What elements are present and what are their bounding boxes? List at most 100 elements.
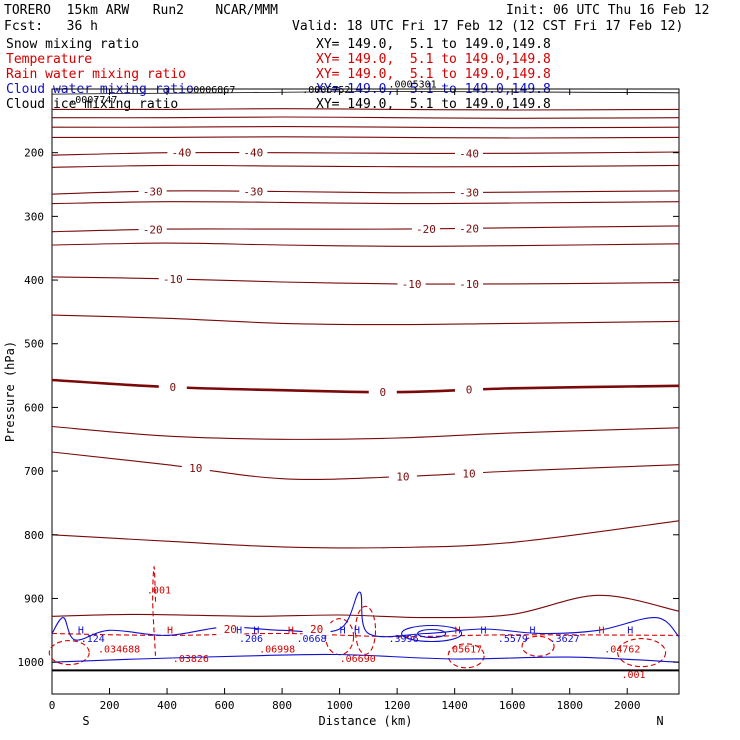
isotherm-label: -20 bbox=[459, 222, 479, 235]
isotherm-label-bg bbox=[158, 381, 187, 394]
isotherm-label: -20 bbox=[416, 223, 436, 236]
isotherm-label: 0 bbox=[466, 384, 473, 397]
header-model: TORERO 15km ARW Run2 NCAR/MMM bbox=[4, 3, 278, 18]
isotherm-label: -30 bbox=[459, 186, 479, 199]
isotherm-15 bbox=[51, 520, 680, 549]
isotherm-label: 10 bbox=[462, 467, 475, 480]
plot-frame bbox=[51, 88, 680, 695]
x-tick-label: 0 bbox=[49, 699, 56, 712]
max-marker: H bbox=[340, 626, 346, 637]
cloud-ice-label: .0006752 bbox=[302, 85, 350, 96]
isotherm-label: -40 bbox=[459, 147, 479, 160]
cloud-water-max: .3627 bbox=[550, 634, 580, 645]
legend-xy-rain: XY= 149.0, 5.1 to 149.0,149.8 bbox=[316, 67, 551, 82]
isotherm-20-surface bbox=[51, 594, 680, 619]
isotherm-label-bg bbox=[411, 222, 440, 235]
isotherm-label: -40 bbox=[243, 147, 263, 160]
y-tick-label: 300 bbox=[24, 210, 44, 223]
isotherm--15 bbox=[51, 242, 680, 247]
max-marker: H bbox=[529, 626, 535, 637]
isotherm-label: -20 bbox=[143, 223, 163, 236]
x-tick-label: 1600 bbox=[499, 699, 526, 712]
cloud-ice-contours: .0007747 .0006867 .0006752 .0005301 bbox=[51, 80, 680, 106]
cloud-ice-label: .0007747 bbox=[69, 95, 117, 106]
isotherm--35 bbox=[51, 164, 680, 168]
legend-label-cloud-ice: Cloud ice mixing ratio bbox=[6, 97, 179, 112]
max-marker: H bbox=[78, 626, 84, 637]
rain-blob bbox=[48, 640, 90, 666]
x-tick-label: 600 bbox=[215, 699, 235, 712]
x-tick-label: 1000 bbox=[326, 699, 353, 712]
max-marker: H bbox=[481, 626, 487, 637]
y-tick-label: 700 bbox=[24, 465, 44, 478]
cloud-water-max: .3996 bbox=[389, 634, 419, 645]
rain-water-max: .03826 bbox=[173, 654, 209, 665]
legend-xy-temperature: XY= 149.0, 5.1 to 149.0,149.8 bbox=[316, 52, 551, 67]
plot-border bbox=[51, 88, 680, 695]
isotherm-label-bg bbox=[455, 147, 484, 160]
isotherm-label: 0 bbox=[169, 381, 176, 394]
max-marker: H bbox=[627, 626, 633, 637]
isotherm--40 bbox=[51, 151, 680, 156]
isotherm-10 bbox=[51, 451, 680, 481]
legend-xy-snow: XY= 149.0, 5.1 to 149.0,149.8 bbox=[316, 37, 551, 52]
isotherm-label-bg bbox=[455, 277, 484, 290]
isotherm-label-bg bbox=[167, 146, 196, 159]
isotherm-label: -40 bbox=[171, 147, 191, 160]
isotherm-label-bg bbox=[181, 462, 210, 475]
x-tick-label: 2000 bbox=[614, 699, 641, 712]
isotherm--25 bbox=[51, 201, 680, 205]
isotherm-label-bg bbox=[239, 185, 268, 198]
x-tick-label: 1800 bbox=[556, 699, 583, 712]
isotherm-lines bbox=[51, 108, 680, 619]
y-axis-title: Pressure (hPa) bbox=[3, 341, 17, 442]
isotherm-label-bg bbox=[397, 277, 426, 290]
isotherm--60 bbox=[51, 108, 680, 111]
legend-label-snow: Snow mixing ratio bbox=[6, 37, 140, 52]
isotherm-label-bg bbox=[455, 467, 484, 480]
rain-blob bbox=[617, 638, 667, 668]
isotherm-label: -30 bbox=[143, 185, 163, 198]
max-marker: H bbox=[354, 626, 360, 637]
cloud-water-max: .0668 bbox=[296, 634, 326, 645]
x-axis-title: Distance (km) bbox=[319, 714, 413, 728]
isotherm--50 bbox=[51, 126, 680, 129]
header-valid: Valid: 18 UTC Fri 17 Feb 12 (12 CST Fri … bbox=[292, 19, 684, 34]
isotherm-label-bg bbox=[368, 385, 397, 398]
max-marker: H bbox=[253, 626, 259, 637]
max-marker: H bbox=[288, 626, 294, 637]
max-marker: H bbox=[455, 626, 461, 637]
max-marker: H bbox=[167, 626, 173, 637]
rain-contours bbox=[48, 566, 680, 669]
rain-water-max: .06998 bbox=[259, 645, 295, 656]
rain-water-max: .05617 bbox=[446, 645, 482, 656]
isotherm-label-bg bbox=[455, 383, 484, 396]
y-tick-label: 600 bbox=[24, 401, 44, 414]
isotherm-label: 10 bbox=[396, 471, 409, 484]
x-tick-label: 400 bbox=[157, 699, 177, 712]
cloud-water-contours bbox=[51, 591, 680, 663]
isotherm-label: -10 bbox=[402, 278, 422, 291]
isotherm-0 bbox=[51, 378, 680, 394]
legend-label-rain: Rain water mixing ratio bbox=[6, 67, 187, 82]
isotherm-label-bg bbox=[239, 146, 268, 159]
isotherm-label-bg bbox=[455, 222, 484, 235]
isotherm--45 bbox=[51, 136, 680, 139]
isotherm-label-bg bbox=[138, 185, 167, 198]
y-tick-label: 400 bbox=[24, 274, 44, 287]
cloud-water-base bbox=[51, 653, 680, 663]
cloud-water-core bbox=[401, 624, 463, 643]
isotherm-label-bg bbox=[138, 223, 167, 236]
y-tick-label: 500 bbox=[24, 338, 44, 351]
max-marker: H bbox=[236, 626, 242, 637]
isotherm-label-bg bbox=[455, 186, 484, 199]
cloud-water-max: .124 bbox=[81, 634, 105, 645]
isotherm--5 bbox=[51, 314, 680, 326]
header-forecast: Fcst: 36 h bbox=[4, 19, 98, 34]
rain-water-max: .06690 bbox=[340, 654, 376, 665]
rain-blob bbox=[447, 643, 485, 669]
isotherm-label: 0 bbox=[379, 386, 386, 399]
x-end-label-left: S bbox=[82, 714, 89, 728]
x-tick-label: 200 bbox=[100, 699, 120, 712]
